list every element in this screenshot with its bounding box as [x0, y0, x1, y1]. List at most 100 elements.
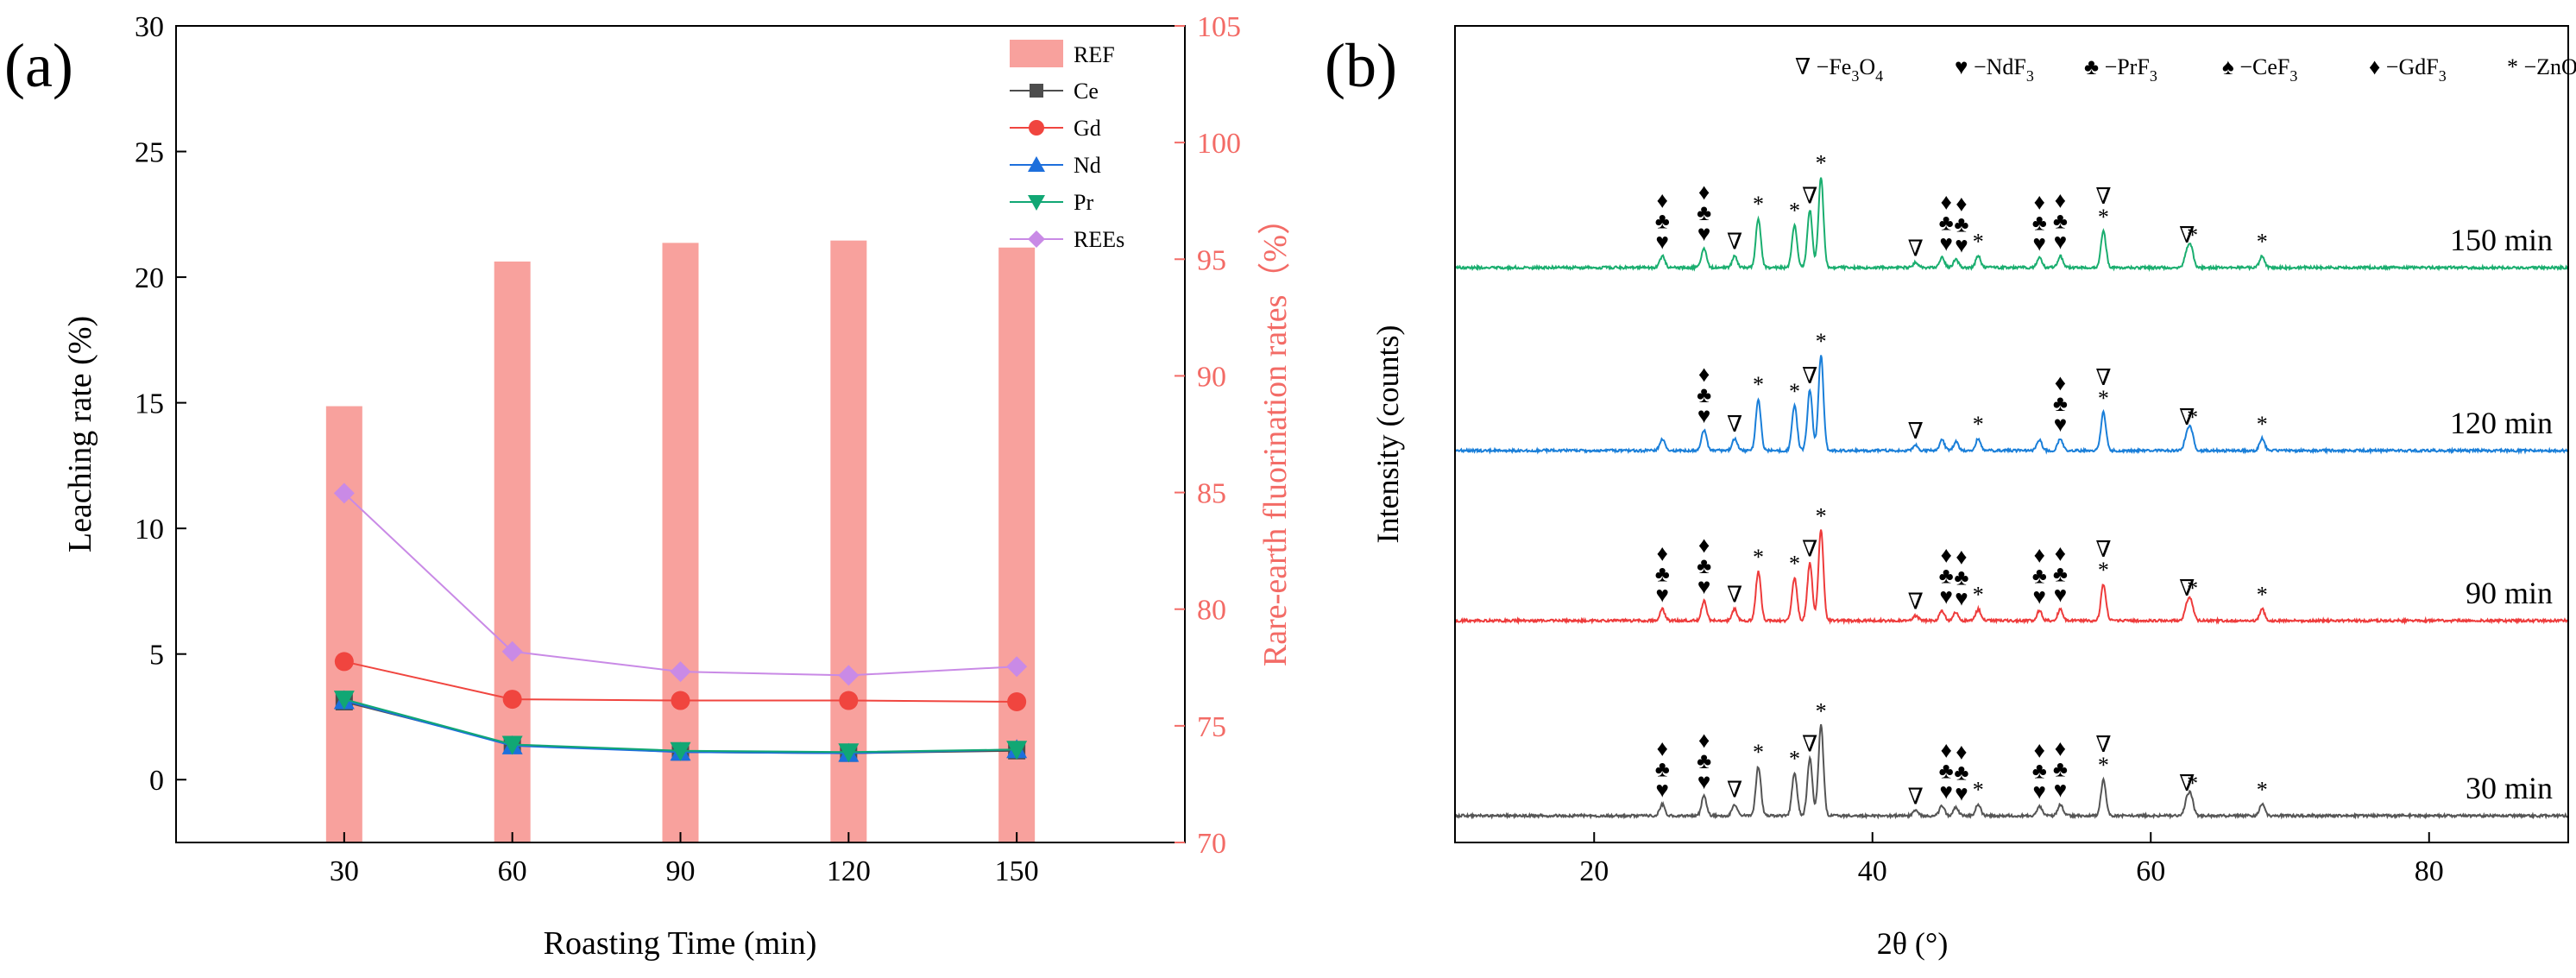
- legend-symbol: ∇: [1795, 54, 1817, 79]
- peak-marker: *: [2098, 753, 2109, 778]
- point-Pr-150: [1006, 741, 1028, 760]
- panel-a-chart: 0 5 10 15 20 25 30 70 75 80 85 90 95 100 105 30 60 90 12…: [62, 11, 1294, 962]
- legend-label-Pr: Pr: [1074, 190, 1093, 215]
- legend-label-Nd: Nd: [1074, 153, 1101, 178]
- x-axis-label-b-text: 2θ (°): [1877, 926, 1949, 961]
- phase-legend: ∇ −Fe3O4 ♥ −NdF3 ♣ −PrF3 ♠ −CeF3 ♦ −GdF3 * −Z…: [1795, 54, 2576, 85]
- peak-marker: ♦: [2034, 543, 2045, 568]
- peak-marker: *: [1789, 552, 1800, 577]
- peak-marker: ♣: [1939, 211, 1954, 236]
- point-Pr-90: [670, 741, 691, 761]
- peak-marker: ♥: [2033, 584, 2046, 609]
- peak-marker: *: [2187, 576, 2198, 601]
- legend-GdF3: ♦ −GdF3: [2369, 54, 2447, 85]
- peak-marker: ♦: [1941, 190, 1952, 215]
- legend-symbol: *: [2507, 54, 2524, 79]
- x-tick-label: 60: [2136, 855, 2165, 887]
- left-axis-ticks: 0 5 10 15 20 25 30: [135, 11, 186, 797]
- peak-marker: *: [2257, 778, 2268, 803]
- legend-sub: 3: [2289, 67, 2297, 85]
- peak-marker: ♥: [2033, 231, 2046, 256]
- peak-marker: ∇: [2179, 405, 2195, 430]
- peak-marker: *: [2257, 583, 2268, 608]
- point-Pr-30: [333, 691, 355, 710]
- right-tick-label: 95: [1197, 244, 1226, 276]
- x-tick-label: 120: [827, 855, 871, 887]
- right-tick-label: 90: [1197, 361, 1226, 393]
- peak-marker: *: [1816, 699, 1827, 724]
- legend-marker-Nd: [1028, 156, 1045, 172]
- point-Pr-60: [501, 735, 523, 755]
- peak-marker: *: [2098, 558, 2109, 583]
- legend-symbol: ♦: [2369, 54, 2386, 79]
- legend-sub: 3: [2439, 67, 2447, 85]
- peak-marker: ♣: [2032, 759, 2047, 784]
- plot-frame-b: [1454, 25, 2569, 843]
- x-tick-label: 150: [995, 855, 1039, 887]
- right-tick-label: 85: [1197, 478, 1226, 510]
- peak-marker: ∇: [1802, 184, 1817, 209]
- peak-marker: *: [1789, 379, 1800, 404]
- peak-marker: *: [2187, 405, 2198, 430]
- peak-marker: *: [1816, 151, 1827, 176]
- left-tick-label: 30: [135, 11, 164, 43]
- peak-marker: ♥: [1656, 583, 1669, 608]
- peak-marker: ♥: [1955, 586, 1968, 611]
- peak-marker: ♦: [1956, 740, 1967, 765]
- peak-marker: ♦: [1941, 543, 1952, 568]
- legend-sub: 3: [2150, 67, 2157, 85]
- point-Gd-150: [1007, 691, 1027, 711]
- peak-marker: ♥: [1955, 233, 1968, 258]
- xrd-curves: 150 min 120 min 90 min 30 min: [1454, 177, 2569, 820]
- peak-marker: ♥: [1697, 769, 1710, 794]
- right-tick-label: 80: [1197, 595, 1226, 627]
- peak-marker: ∇: [1727, 583, 1742, 608]
- peak-marker: ∇: [1908, 236, 1924, 261]
- left-tick-label: 20: [135, 262, 164, 294]
- right-tick-label: 75: [1197, 711, 1226, 743]
- peak-marker: ♦: [1657, 188, 1668, 213]
- peak-marker: ♣: [1655, 209, 1670, 234]
- y-axis-label-a: Leaching rate (%): [62, 316, 98, 552]
- legend-text: −Fe: [1817, 54, 1852, 79]
- peak-marker: ♣: [2053, 757, 2068, 782]
- xrd-peak-markers: ♦♣♥♦♣♥ ∇* *∇*∇♦♣♥♦♣♥ *♦♣♥♦♣♥∇*∇* *♦♣♥ ∇* *∇*∇ *…: [1655, 151, 2268, 810]
- peak-marker: *: [2187, 771, 2198, 796]
- peak-marker: ♥: [1697, 574, 1710, 599]
- peak-marker: ∇: [1727, 230, 1742, 255]
- peak-marker: *: [1753, 372, 1764, 397]
- peak-marker: ♣: [2053, 209, 2068, 234]
- legend-label-Ce: Ce: [1074, 79, 1099, 104]
- legend-marker-REEs: [1028, 230, 1045, 248]
- peak-marker: ♥: [1939, 779, 1952, 804]
- legend-symbol: ♠: [2222, 54, 2239, 79]
- series-label: 90 min: [2466, 576, 2553, 610]
- point-REEs-30: [333, 483, 355, 504]
- peak-marker: *: [1789, 747, 1800, 772]
- peak-marker: *: [1753, 192, 1764, 217]
- peak-marker: *: [2257, 412, 2268, 437]
- x-tick-label: 90: [666, 855, 696, 887]
- peak-marker: *: [1753, 545, 1764, 570]
- peak-marker: ♣: [1697, 382, 1711, 407]
- legend-label-Gd: Gd: [1074, 116, 1101, 141]
- panel-label-a: (a): [4, 31, 73, 100]
- peak-marker: ∇: [1908, 419, 1924, 444]
- peak-marker: ∇: [1727, 778, 1742, 803]
- legend-text: −PrF: [2105, 54, 2150, 79]
- y-axis-label-b: Intensity (counts): [1370, 325, 1405, 544]
- legend-text: −CeF: [2239, 54, 2289, 79]
- peak-marker: ♥: [2054, 583, 2067, 608]
- legend-sub2: 4: [1875, 67, 1883, 85]
- legend-marker-Pr: [1028, 195, 1045, 211]
- peak-marker: ∇: [2095, 732, 2111, 757]
- right-tick-label: 70: [1197, 828, 1226, 860]
- point-REEs-90: [670, 661, 691, 683]
- peak-marker: ♣: [1939, 759, 1954, 784]
- x-tick-label: 80: [2415, 855, 2444, 887]
- x-tick-label: 20: [1579, 855, 1609, 887]
- legend-PrF3: ♣ −PrF3: [2084, 54, 2157, 85]
- xrd-curve-120-min: [1454, 355, 2569, 456]
- peak-marker: ♦: [1698, 362, 1710, 387]
- x-axis-ticks-a: 30 60 90 120 150: [330, 832, 1039, 887]
